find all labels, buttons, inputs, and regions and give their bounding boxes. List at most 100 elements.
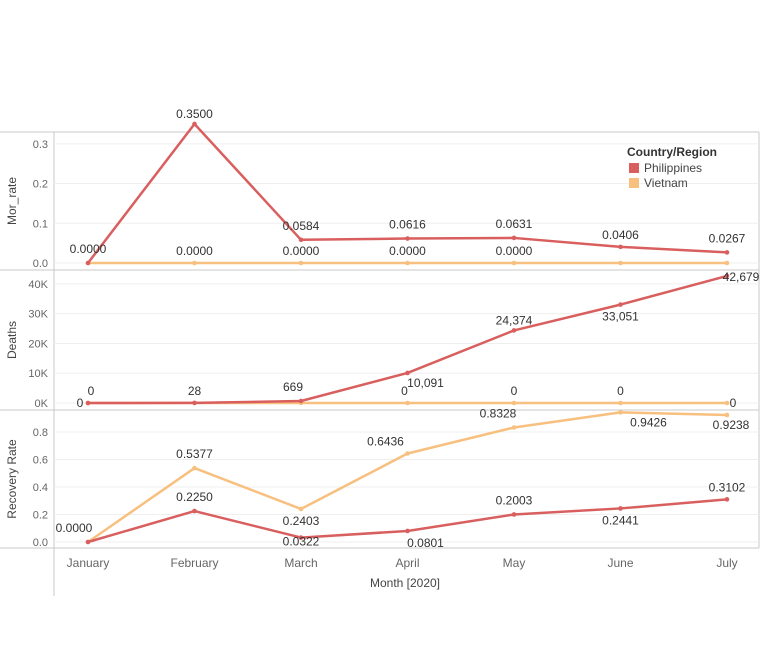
data-label: 0.5377 bbox=[176, 447, 213, 461]
data-point-philippines bbox=[618, 244, 623, 250]
data-label: 0.2441 bbox=[602, 513, 639, 527]
legend-swatch-vietnam bbox=[629, 178, 639, 188]
data-label: 0.0000 bbox=[389, 244, 426, 258]
data-label: 0.6436 bbox=[367, 435, 404, 449]
data-point-vietnam bbox=[511, 425, 517, 430]
data-label: 0.2003 bbox=[496, 493, 533, 507]
data-label: 669 bbox=[283, 380, 303, 394]
data-label: 0 bbox=[77, 396, 84, 410]
data-point-vietnam bbox=[618, 260, 623, 266]
data-point-vietnam bbox=[511, 400, 517, 406]
y-tick-label: 0.0 bbox=[33, 258, 48, 270]
data-label: 0 bbox=[88, 384, 95, 398]
data-label: 33,051 bbox=[602, 310, 639, 324]
data-point-vietnam bbox=[618, 410, 623, 415]
y-tick-label: 30K bbox=[28, 309, 48, 321]
y-tick-label: 0.2 bbox=[33, 510, 48, 522]
data-point-philippines bbox=[618, 302, 623, 307]
data-point-vietnam bbox=[405, 451, 410, 456]
y-tick-label: 10K bbox=[28, 368, 48, 380]
legend-swatch-philippines bbox=[629, 163, 639, 173]
y-tick-label: 0K bbox=[35, 398, 49, 410]
data-point-vietnam bbox=[405, 400, 410, 406]
panel-2: 0.0 0.2 0.4 0.6 0.8 Recovery Rate 0.0000 0.2250… bbox=[0, 406, 759, 550]
x-tick-label: May bbox=[503, 556, 526, 570]
data-label: 42,679 bbox=[723, 270, 760, 284]
data-point-vietnam bbox=[298, 260, 304, 266]
legend-label-vietnam: Vietnam bbox=[644, 176, 688, 190]
data-label: 0.3102 bbox=[709, 480, 746, 494]
data-label: 24,374 bbox=[496, 313, 533, 327]
x-axis: Month [2020] January February March April Ma… bbox=[67, 556, 738, 590]
y-tick-label: 0.3 bbox=[33, 139, 48, 151]
data-label: 0.9426 bbox=[630, 415, 667, 429]
data-point-philippines bbox=[511, 328, 517, 333]
y-tick-label: 40K bbox=[28, 279, 48, 291]
y-axis-label: Recovery Rate bbox=[5, 439, 19, 519]
data-point-philippines bbox=[724, 250, 730, 255]
data-point-philippines bbox=[85, 400, 91, 406]
data-point-philippines bbox=[85, 260, 91, 266]
y-axis-label: Mor_rate bbox=[5, 177, 19, 225]
data-label: 0.0322 bbox=[283, 535, 320, 549]
data-label: 0.0406 bbox=[602, 228, 639, 242]
data-label: 10,091 bbox=[407, 376, 444, 390]
data-point-vietnam bbox=[298, 506, 304, 512]
data-label: 28 bbox=[188, 384, 202, 398]
data-point-philippines bbox=[298, 237, 304, 243]
data-point-philippines bbox=[192, 508, 197, 514]
data-label: 0.0631 bbox=[496, 217, 533, 231]
data-point-vietnam bbox=[724, 400, 730, 406]
data-point-philippines bbox=[511, 512, 517, 517]
y-tick-label: 0.1 bbox=[33, 218, 48, 230]
data-label: 0.0000 bbox=[176, 244, 213, 258]
data-point-vietnam bbox=[405, 260, 410, 266]
y-tick-label: 0.2 bbox=[33, 179, 48, 191]
chart-frame bbox=[0, 131, 760, 596]
data-point-vietnam bbox=[192, 465, 197, 471]
data-label: 0 bbox=[401, 384, 408, 398]
legend-title: Country/Region bbox=[627, 145, 717, 159]
data-point-philippines bbox=[298, 535, 304, 540]
x-tick-label: June bbox=[607, 556, 633, 570]
x-axis-label: Month [2020] bbox=[370, 576, 440, 590]
data-point-philippines bbox=[298, 398, 304, 404]
legend-label-philippines: Philippines bbox=[644, 161, 702, 175]
data-point-vietnam bbox=[511, 260, 517, 266]
data-point-philippines bbox=[192, 121, 197, 127]
data-point-vietnam bbox=[724, 260, 730, 266]
data-point-philippines bbox=[724, 497, 730, 502]
data-point-philippines bbox=[405, 370, 410, 376]
data-point-philippines bbox=[85, 539, 91, 545]
data-point-vietnam bbox=[724, 412, 730, 418]
data-label: 0.0584 bbox=[283, 219, 320, 233]
data-point-philippines bbox=[405, 528, 410, 534]
data-point-philippines bbox=[192, 400, 197, 406]
y-tick-label: 0.0 bbox=[33, 537, 48, 549]
data-label: 0.2250 bbox=[176, 490, 213, 504]
data-point-vietnam bbox=[192, 260, 197, 266]
y-tick-label: 0.4 bbox=[33, 482, 48, 494]
data-label: 0.9238 bbox=[713, 418, 750, 432]
data-point-philippines bbox=[511, 235, 517, 241]
panel-0: 0.0 0.1 0.2 0.3 Mor_rate 0.0000 0.3500 0.0584 0.… bbox=[5, 107, 759, 270]
data-label: 0.0267 bbox=[709, 231, 746, 245]
data-point-philippines bbox=[724, 273, 730, 279]
data-label: 0 bbox=[617, 384, 624, 398]
data-label: 0 bbox=[511, 384, 518, 398]
y-tick-label: 0.6 bbox=[33, 455, 48, 467]
x-tick-label: April bbox=[395, 556, 419, 570]
data-point-philippines bbox=[405, 236, 410, 241]
x-tick-label: February bbox=[170, 556, 218, 570]
x-tick-label: January bbox=[67, 556, 110, 570]
data-label: 0 bbox=[730, 396, 737, 410]
data-label: 0.0616 bbox=[389, 218, 426, 232]
data-label: 0.8328 bbox=[480, 406, 517, 420]
data-label: 0.0000 bbox=[496, 244, 533, 258]
x-tick-label: March bbox=[284, 556, 317, 570]
y-tick-label: 20K bbox=[28, 338, 48, 350]
y-tick-label: 0.8 bbox=[33, 427, 48, 439]
